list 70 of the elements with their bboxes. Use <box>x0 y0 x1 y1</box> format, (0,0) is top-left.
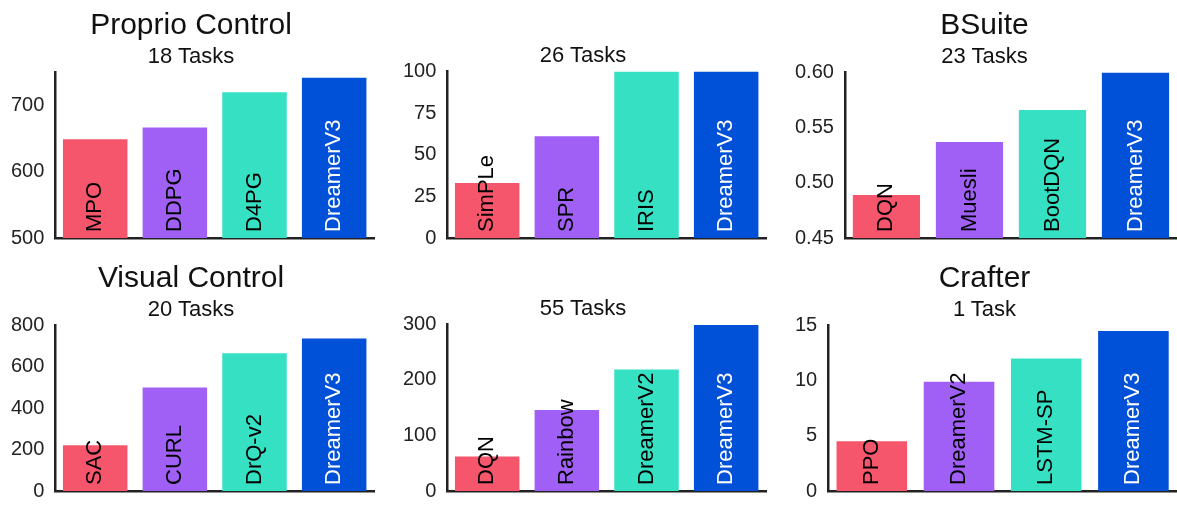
x-tick-label: DQN <box>473 436 499 485</box>
x-tick-label: DreamerV3 <box>712 372 738 485</box>
y-tick-label: 400 <box>10 395 45 418</box>
x-tick-label: DreamerV3 <box>1119 372 1145 485</box>
x-tick-label: SimPLe <box>473 154 499 232</box>
y-tick-label: 0 <box>425 478 437 501</box>
y-tick-label: 75 <box>414 100 437 123</box>
bar <box>1098 330 1169 491</box>
y-tick-label: 200 <box>402 367 437 390</box>
x-tick-label: DQN <box>872 183 898 232</box>
x-tick-label: DDPG <box>160 168 186 232</box>
x-tick-label: DreamerV3 <box>320 372 346 485</box>
y-tick-label: 50 <box>414 142 437 165</box>
y-tick-label: 25 <box>414 183 437 206</box>
x-tick-label: MPO <box>81 181 107 232</box>
bar <box>836 441 908 491</box>
x-tick-label: DreamerV3 <box>320 119 346 232</box>
y-tick-label: 0 <box>806 478 818 501</box>
x-tick-label: DreamerV2 <box>945 372 971 485</box>
y-tick-label: 15 <box>795 312 818 335</box>
y-tick-label: 700 <box>10 93 45 116</box>
x-tick-label: DreamerV2 <box>632 372 658 485</box>
x-tick-label: Muesli <box>955 168 981 232</box>
chart-title: BSuite <box>940 7 1029 41</box>
chart-title: Proprio Control <box>90 7 292 41</box>
bar <box>142 387 208 491</box>
y-tick-label: 0 <box>425 225 437 248</box>
x-tick-label: IRIS <box>632 189 658 232</box>
y-tick-label: 300 <box>402 311 437 334</box>
bar <box>301 338 367 491</box>
x-tick-label: D4PG <box>240 172 266 232</box>
x-tick-label: SPR <box>552 186 578 232</box>
x-tick-label: PPO <box>857 438 883 485</box>
chart-subtitle: 20 Tasks <box>147 296 235 322</box>
bar <box>1010 358 1082 491</box>
x-tick-label: DreamerV3 <box>1121 119 1147 232</box>
y-tick-label: 500 <box>10 225 45 248</box>
y-tick-label: 800 <box>10 312 45 335</box>
chart-subtitle: 23 Tasks <box>941 43 1028 69</box>
bar <box>534 136 600 238</box>
y-tick-label: 600 <box>10 159 45 182</box>
chart-subtitle: 1 Task <box>952 296 1018 322</box>
x-tick-label: CURL <box>160 425 186 485</box>
x-tick-label: SAC <box>81 439 107 485</box>
bar <box>693 71 759 238</box>
y-tick-label: 100 <box>402 422 437 445</box>
x-tick-label: Rainbow <box>552 399 578 485</box>
chart-subtitle: 55 Tasks <box>539 295 627 321</box>
chart-title: Visual Control <box>97 260 285 294</box>
x-tick-label: BootDQN <box>1038 137 1064 232</box>
y-tick-label: 600 <box>10 354 45 377</box>
chart-subtitle: 26 Tasks <box>539 42 627 68</box>
x-tick-label: DreamerV3 <box>712 119 738 232</box>
x-tick-label: LSTM-SP <box>1032 389 1058 485</box>
bar <box>614 369 679 491</box>
y-tick-label: 0.50 <box>794 170 834 193</box>
y-tick-label: 10 <box>795 368 818 391</box>
y-tick-label: 0 <box>33 478 45 501</box>
y-tick-label: 200 <box>10 437 45 460</box>
chart-title: Crafter <box>938 260 1031 294</box>
bar <box>693 324 759 491</box>
y-tick-label: 0.55 <box>794 115 834 138</box>
y-tick-label: 100 <box>402 58 437 81</box>
y-tick-label: 0.60 <box>794 59 834 82</box>
x-tick-label: DrQ-v2 <box>240 414 266 485</box>
bar <box>222 353 287 491</box>
y-tick-label: 5 <box>806 423 818 446</box>
y-tick-label: 0.45 <box>794 225 834 248</box>
chart-subtitle: 18 Tasks <box>147 43 235 69</box>
bar <box>614 71 679 238</box>
